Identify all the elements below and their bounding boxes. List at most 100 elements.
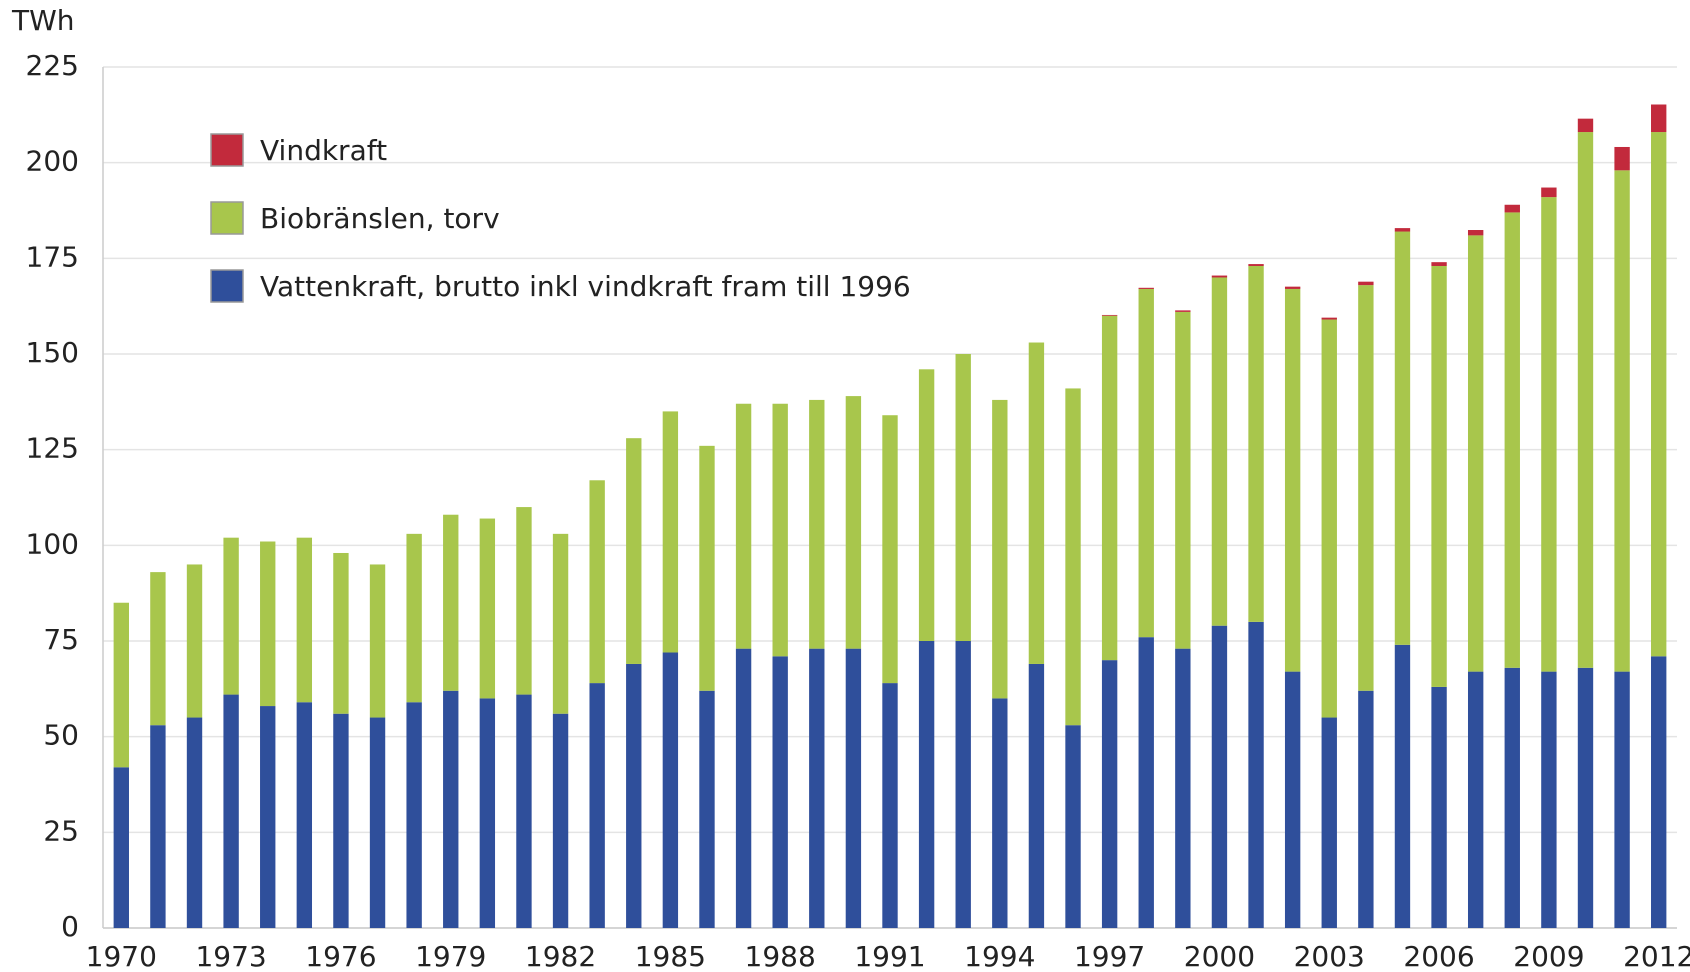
y-axis-label: TWh [11, 4, 75, 37]
bar-segment [845, 396, 862, 649]
bar-segment [809, 399, 825, 649]
bar-segment [479, 698, 496, 928]
bar-segment [1394, 231, 1411, 645]
bar-segment [1284, 671, 1301, 928]
bar-segment [1101, 314, 1118, 316]
legend-swatch [210, 201, 244, 235]
bar-segment [333, 713, 349, 928]
bar-segment [1504, 204, 1520, 213]
bar-segment [735, 648, 752, 928]
bar-segment [1577, 132, 1594, 668]
x-tick-label: 1976 [305, 940, 376, 972]
y-tick-label: 225 [26, 49, 79, 82]
y-tick-label: 150 [26, 336, 79, 369]
bar-segment [296, 702, 313, 928]
bar-segment [1321, 717, 1337, 928]
y-tick-label: 125 [26, 432, 79, 465]
bar-segment [223, 694, 239, 928]
bar-segment [626, 438, 642, 664]
x-tick-label: 1988 [745, 940, 816, 972]
bar-segment [1138, 287, 1154, 289]
bar-segment [1211, 275, 1228, 278]
bar-segment [516, 694, 532, 928]
bar-segment [333, 552, 349, 714]
x-tick-label: 1997 [1074, 940, 1145, 972]
bar-segment [1431, 262, 1447, 266]
bar-segment [1651, 656, 1667, 928]
legend-label: Vattenkraft, brutto inkl vindkraft fram … [260, 270, 911, 303]
x-tick-label: 1973 [195, 940, 266, 972]
x-tick-label: 1994 [964, 940, 1035, 972]
bar-segment [1467, 671, 1484, 928]
y-tick-label: 100 [26, 527, 79, 560]
bar-segment [113, 602, 129, 768]
bar-segment [1248, 265, 1264, 622]
x-tick-label: 2012 [1623, 940, 1690, 972]
bar-segment [1101, 660, 1118, 928]
bar-segment [1248, 621, 1264, 928]
bar-segment [699, 445, 715, 691]
bar-segment [992, 399, 1008, 699]
y-tick-label: 75 [43, 623, 79, 656]
bar-segment [1028, 663, 1045, 928]
bar-segment [1431, 686, 1447, 928]
bar-segment [1211, 625, 1228, 928]
bar-segment [1065, 725, 1081, 928]
bar-segment [369, 564, 386, 718]
legend-label: Vindkraft [260, 134, 387, 167]
bar-segment [260, 706, 276, 928]
bar-segment [1541, 671, 1557, 928]
bar-segment [516, 507, 532, 695]
bar-segment [150, 725, 166, 928]
bar-segment [1175, 311, 1191, 649]
bar-segment [809, 648, 825, 928]
bar-segment [662, 652, 679, 928]
x-tick-label: 1991 [854, 940, 925, 972]
bar-segment [589, 683, 605, 928]
legend-swatch [210, 269, 244, 303]
bar-segment [443, 514, 459, 691]
y-tick-label: 25 [43, 814, 79, 847]
bar-segment [918, 369, 935, 641]
bar-segment [260, 541, 276, 707]
bar-segment [1651, 132, 1667, 657]
x-tick-label: 1970 [86, 940, 157, 972]
bar-segment [1211, 277, 1228, 626]
bar-segment [662, 411, 679, 653]
bar-segment [552, 533, 569, 714]
bar-segment [1138, 637, 1154, 928]
legend-label: Biobränslen, torv [260, 202, 500, 235]
x-tick-label: 2003 [1294, 940, 1365, 972]
x-tick-label: 2006 [1403, 940, 1474, 972]
bar-segment [1175, 310, 1191, 312]
bar-segment [1101, 315, 1118, 661]
bar-segment [1614, 170, 1630, 672]
bar-segment [1504, 667, 1520, 928]
bar-segment [1651, 104, 1667, 133]
x-tick-label: 2009 [1513, 940, 1584, 972]
bar-segment [296, 537, 313, 703]
bar-segment [772, 403, 788, 657]
bar-segment [1358, 285, 1374, 691]
x-tick-label: 1985 [635, 940, 706, 972]
y-tick-label: 175 [26, 240, 79, 273]
y-tick-label: 0 [61, 910, 79, 943]
bar-segment [1175, 648, 1191, 928]
bar-segment [955, 641, 971, 928]
bar-segment [882, 683, 898, 928]
bar-segment [1614, 146, 1630, 171]
bar-segment [113, 767, 129, 928]
bar-segment [1028, 342, 1045, 664]
bar-segment [406, 702, 422, 928]
bar-segment [186, 564, 203, 718]
bar-segment [1248, 264, 1264, 266]
bar-segment [1138, 288, 1154, 638]
x-tick-label: 1982 [525, 940, 596, 972]
bar-segment [589, 480, 605, 684]
bar-segment [1614, 671, 1630, 928]
x-tick-label: 2000 [1184, 940, 1255, 972]
bar-segment [1431, 265, 1447, 687]
bar-segment [1358, 281, 1374, 286]
bar-segment [845, 648, 862, 928]
